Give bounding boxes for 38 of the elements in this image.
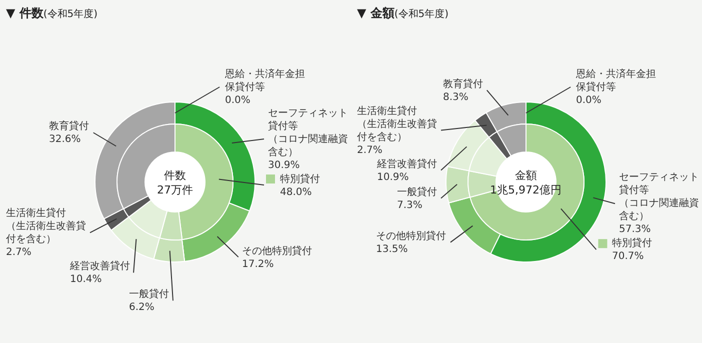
data-label: 30.9%	[268, 160, 300, 171]
slice-label: 生活衛生貸付（生活衛生改善貸付を含む）	[357, 105, 437, 143]
data-label: 17.2%	[242, 259, 274, 270]
chart-title: ▼ 金額	[357, 6, 394, 20]
text: 0.0%	[225, 95, 250, 106]
chart-subtitle: (令和5年度)	[43, 8, 98, 20]
data-label: 48.0%	[280, 187, 312, 198]
category-label: 恩給・共済年金担保貸付等	[576, 69, 656, 93]
slice-label: 一般貸付	[397, 186, 437, 198]
slice-label: 生活衛生貸付（生活衛生改善貸付を含む）	[6, 207, 86, 245]
data-label: 10.4%	[70, 274, 102, 285]
slice-label: セーフティネット貸付等（コロナ関連融資含む）	[268, 108, 348, 158]
text: 0.0%	[576, 95, 602, 106]
text: 金額 1兆5,972億円	[490, 169, 562, 196]
slice-label: 一般貸付	[129, 288, 169, 300]
slice-label: 経営改善貸付	[69, 260, 130, 272]
legend-label: 特別貸付	[612, 237, 652, 249]
slice-label: 経営改善貸付	[376, 158, 437, 170]
slice-label: その他特別貸付	[376, 230, 446, 242]
data-label: 8.3%	[443, 92, 468, 103]
slice-label: 教育貸付	[443, 78, 483, 90]
chart-subtitle: (令和5年度)	[394, 8, 449, 20]
data-label: 70.7%	[612, 251, 644, 262]
data-label: 13.5%	[376, 244, 408, 255]
category-label: 恩給・共済年金担保貸付等	[225, 69, 305, 93]
data-label: 6.2%	[129, 302, 154, 313]
data-label: 57.3%	[619, 224, 651, 235]
data-label: 2.7%	[357, 145, 382, 156]
chart-title: ▼ 件数	[6, 6, 44, 20]
data-label: 2.7%	[6, 247, 32, 258]
data-label: 32.6%	[49, 134, 81, 145]
slice-label: その他特別貸付	[242, 245, 312, 257]
slice-label: 教育貸付	[49, 120, 89, 132]
text: 件数 27万件	[157, 169, 193, 196]
data-label: 7.3%	[397, 200, 422, 211]
slice-label: セーフティネット貸付等（コロナ関連融資含む）	[619, 172, 699, 222]
data-label: 10.9%	[377, 172, 409, 183]
legend-label: 特別貸付	[280, 173, 320, 185]
